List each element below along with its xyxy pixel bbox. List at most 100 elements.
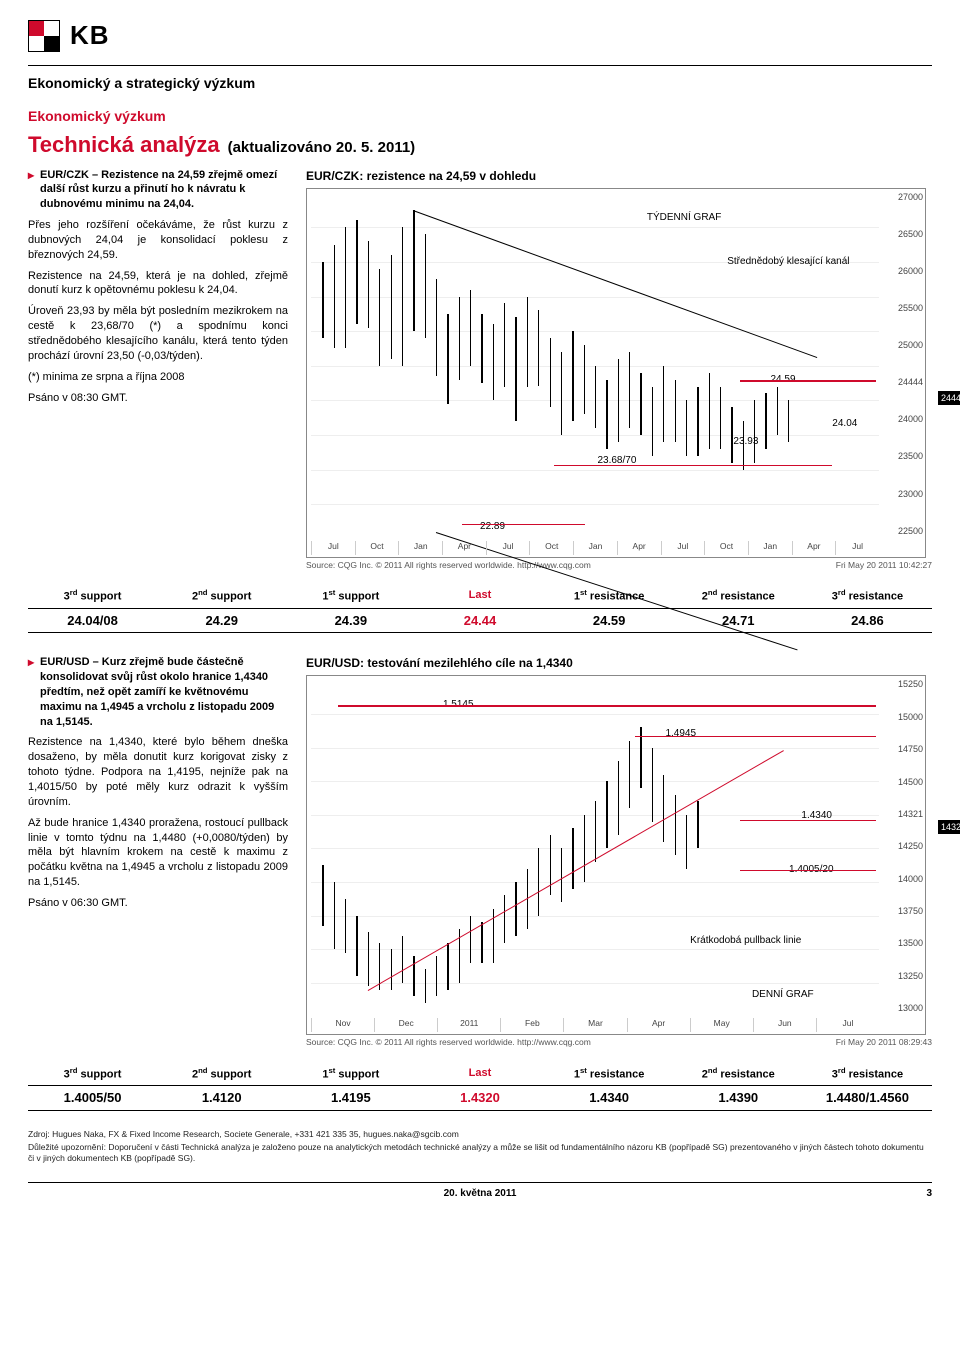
ytick: 24444 [881,376,923,388]
ann-weekly: TÝDENNÍ GRAF [647,211,721,225]
section-eurusd: ▸ EUR/USD – Kurz zřejmě bude částečně ko… [28,655,932,1049]
support-header: 2nd support [157,1063,286,1087]
xtick: Jan [573,541,617,555]
support-value: 24.29 [157,609,286,633]
ytick: 26000 [881,265,923,277]
candle [470,290,471,366]
xtick: Jul [486,541,530,555]
candle [561,352,562,435]
candle [470,916,471,963]
sec2-bullet: EUR/USD – Kurz zřejmě bude částečně kons… [40,655,288,729]
candle [356,220,357,324]
xtick: Apr [627,1018,690,1032]
candle [425,234,426,338]
title-sub: (aktualizováno 20. 5. 2011) [228,138,416,158]
support-value: 24.59 [545,609,674,633]
candle [538,848,539,915]
support-header: 3rd resistance [803,1063,932,1087]
support-value: 1.4195 [286,1086,415,1110]
line-14340 [740,820,876,822]
rule [28,65,932,66]
support-value: 24.44 [415,609,544,633]
candle [606,781,607,848]
ytick: 26500 [881,228,923,240]
header-strategic: Ekonomický a strategický výzkum [28,74,932,93]
logo-square-icon [28,20,60,52]
ann-daily: DENNÍ GRAF [752,988,814,1002]
lbl-2393: 23.93 [733,435,758,449]
sec1-chart-title: EUR/CZK: rezistence na 24,59 v dohledu [306,168,932,184]
candle [402,936,403,983]
candle [595,366,596,428]
xtick: Dec [374,1018,437,1032]
candle [481,314,482,383]
lbl-14945: 1.4945 [665,727,696,741]
ytick: 13000 [881,1002,923,1014]
candle [368,932,369,986]
xtick: 2011 [437,1018,500,1032]
support-header: 1st support [286,585,415,609]
line-140050 [740,870,876,872]
candle [561,848,562,902]
ytick: 23500 [881,450,923,462]
candle [765,393,766,448]
support-value: 1.4320 [415,1086,544,1110]
sec2-source: Source: CQG Inc. © 2011 All rights reser… [306,1037,591,1048]
line-15145 [338,705,876,707]
line-2289 [462,524,586,526]
candle [709,373,710,449]
sec1-p3: Úroveň 23,93 by měla být posledním mezik… [28,304,288,363]
ytick: 13500 [881,937,923,949]
sec2-support-table: 3rd support2nd support1st supportLast1st… [28,1063,932,1111]
line-2459 [740,380,876,382]
support-header: 1st resistance [545,1063,674,1087]
candle [436,279,437,376]
ann-channel: Střednědobý klesající kanál [727,255,849,269]
candle [777,387,778,435]
sec2-p3: Psáno v 06:30 GMT. [28,896,288,911]
ytick: 25500 [881,302,923,314]
candle [527,297,528,387]
ytick: 14750 [881,743,923,755]
support-value: 24.04/08 [28,609,157,633]
sec2-chart-title: EUR/USD: testování mezilehlého cíle na 1… [306,655,932,671]
ytick: 22500 [881,525,923,537]
candle [504,303,505,386]
bullet-arrow-icon: ▸ [28,168,34,213]
candle [550,338,551,407]
logo: KB [28,18,932,53]
candle [618,761,619,835]
candle [493,324,494,400]
support-value: 1.4480/1.4560 [803,1086,932,1110]
candle [459,297,460,380]
candle [595,801,596,861]
candle [425,969,426,1003]
candle [720,387,721,449]
support-value: 1.4340 [545,1086,674,1110]
candle [618,359,619,442]
candle [515,317,516,421]
footer-block: Zdroj: Hugues Naka, FX & Fixed Income Re… [28,1129,932,1164]
xtick: Jan [398,541,442,555]
ann-pullback: Krátkodobá pullback linie [690,934,801,948]
footer-source: Zdroj: Hugues Naka, FX & Fixed Income Re… [28,1129,932,1140]
xtick: Mar [563,1018,626,1032]
candle [447,314,448,404]
page-footer: 20. května 2011 3 [28,1182,932,1201]
sec1-timestamp: Fri May 20 2011 10:42:27 [836,560,932,571]
page-number: 3 [902,1187,932,1201]
candle [675,795,676,855]
sec2-p1: Rezistence na 1,4340, které bylo během d… [28,735,288,809]
candle [652,748,653,822]
support-value: 1.4120 [157,1086,286,1110]
candle [584,345,585,414]
ytick: 14321 [881,808,923,820]
support-header: 2nd support [157,585,286,609]
xtick: Jan [748,541,792,555]
candle [572,331,573,421]
xtick: Jul [835,541,879,555]
section-eurczk: ▸ EUR/CZK – Rezistence na 24,59 zřejmě o… [28,168,932,572]
candle [788,400,789,442]
xtick: Apr [617,541,661,555]
candle [391,255,392,359]
